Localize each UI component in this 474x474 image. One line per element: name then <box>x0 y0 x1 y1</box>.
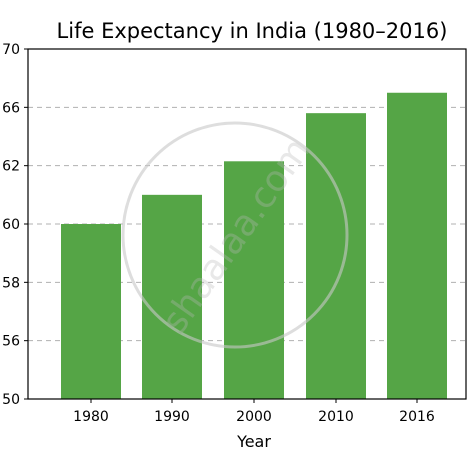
y-tick-label: 56 <box>2 334 20 350</box>
bar <box>306 113 366 400</box>
x-tick-label: 2016 <box>399 409 435 425</box>
bar <box>387 92 447 399</box>
x-axis-label: Year <box>236 432 271 451</box>
y-tick-label: 50 <box>2 392 20 408</box>
y-tick-label: 66 <box>2 100 20 116</box>
bar <box>61 224 121 399</box>
ticks: 50 56 58 60 62 66 70 1980 1990 2000 2010 2016 <box>2 42 435 425</box>
x-tick-label: 2000 <box>236 409 272 425</box>
watermark-circle <box>121 121 349 349</box>
y-tick-label: 62 <box>2 159 20 175</box>
x-tick-label: 1990 <box>154 409 190 425</box>
x-tick-label: 1980 <box>73 409 109 425</box>
y-tick-label: 58 <box>2 275 20 291</box>
bar <box>224 161 284 399</box>
chart-title: Life Expectancy in India (1980–2016) <box>57 19 448 43</box>
y-tick-label: 60 <box>2 217 20 233</box>
x-tick-label: 2010 <box>318 409 354 425</box>
y-tick-label: 70 <box>2 42 20 58</box>
bar <box>142 194 202 399</box>
bars <box>61 92 447 400</box>
